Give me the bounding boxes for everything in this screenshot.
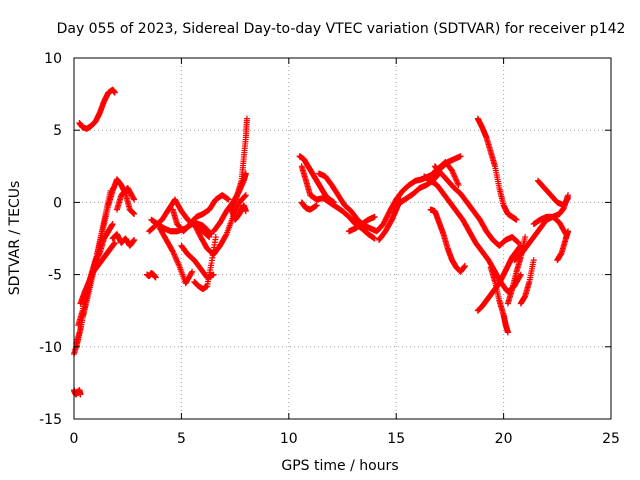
x-tick-label: 5 — [177, 431, 186, 447]
y-axis-label: SDTVAR / TECUs — [7, 181, 23, 296]
series-arc-19 — [227, 202, 249, 223]
data-point — [111, 89, 118, 96]
data-point — [517, 271, 524, 278]
data-point — [188, 269, 195, 276]
series-arc-29 — [421, 173, 524, 295]
data-point — [131, 196, 138, 203]
data-point — [242, 170, 249, 177]
series-layer — [71, 86, 572, 398]
data-point — [243, 115, 250, 122]
data-point — [565, 195, 572, 202]
data-point — [530, 257, 537, 264]
series-arc-22 — [298, 199, 320, 213]
data-point — [207, 230, 214, 237]
y-tick-label: 10 — [44, 51, 62, 67]
data-point — [77, 391, 84, 398]
data-point — [504, 329, 511, 336]
series-arc-30 — [431, 163, 522, 249]
data-point — [225, 196, 232, 203]
series-arc-14 — [169, 192, 232, 235]
series-arc-31 — [474, 115, 520, 223]
data-point — [242, 192, 249, 199]
x-tick-label: 15 — [387, 431, 405, 447]
data-point — [131, 236, 138, 243]
data-point — [242, 208, 249, 215]
y-tick-label: -5 — [48, 268, 62, 284]
series-arc-24 — [345, 213, 378, 235]
data-point — [222, 232, 229, 239]
x-tick-group: 0 5 10 15 20 25 — [70, 58, 620, 447]
series-arc-36 — [517, 257, 537, 307]
data-point — [522, 234, 529, 241]
y-tick-label: 0 — [53, 195, 62, 211]
y-tick-label: 5 — [53, 123, 62, 139]
series-arc-39 — [554, 228, 572, 264]
data-point — [212, 234, 219, 241]
series-arc-15 — [191, 192, 249, 258]
series-arc-20 — [296, 153, 337, 206]
data-point — [371, 213, 378, 220]
data-point — [513, 216, 520, 223]
x-tick-label: 25 — [602, 431, 620, 447]
x-tick-label: 20 — [495, 431, 513, 447]
series-arc-13 — [178, 242, 217, 281]
data-point — [313, 202, 320, 209]
series-arc-09 — [144, 270, 159, 281]
data-point — [131, 210, 138, 217]
data-point — [457, 153, 464, 160]
x-tick-label: 10 — [280, 431, 298, 447]
series-arc-32 — [474, 242, 524, 314]
data-point — [107, 187, 114, 194]
chart-title: Day 055 of 2023, Sidereal Day-to-day VTE… — [57, 21, 626, 37]
y-tick-group: -15 -10 -5 0 5 10 — [39, 51, 611, 428]
y-tick-label: -10 — [39, 340, 62, 356]
series-arc-38 — [534, 177, 572, 209]
plot-frame — [73, 57, 612, 420]
series-arc-12 — [156, 225, 196, 287]
data-point — [109, 221, 116, 228]
data-point — [461, 262, 468, 269]
series-arc-07 — [109, 231, 138, 249]
series-arc-01 — [71, 387, 84, 398]
data-point — [455, 182, 462, 189]
data-point — [152, 274, 159, 281]
x-axis-label: GPS time / hours — [281, 458, 398, 474]
series-arc-08 — [113, 184, 138, 213]
series-arc-06 — [76, 86, 118, 132]
data-point — [565, 228, 572, 235]
series-arc-25 — [376, 196, 404, 243]
x-tick-label: 0 — [70, 431, 79, 447]
series-arc-27 — [427, 206, 468, 275]
data-point — [111, 239, 118, 246]
series-arc-16 — [191, 234, 219, 293]
data-point — [130, 195, 137, 202]
series-arc-05 — [77, 239, 118, 307]
y-tick-label: -15 — [39, 412, 62, 428]
series-arc-33 — [487, 264, 511, 336]
data-point — [189, 268, 196, 275]
data-point — [242, 192, 249, 199]
series-arc-18 — [229, 115, 250, 213]
